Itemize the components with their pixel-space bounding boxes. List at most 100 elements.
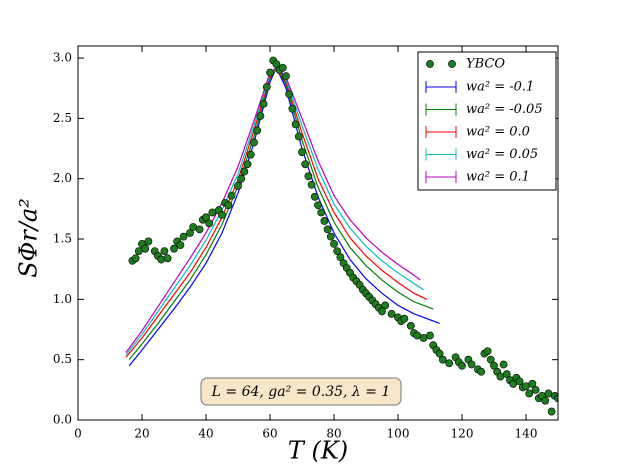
point <box>525 389 534 398</box>
point <box>163 254 172 263</box>
point <box>294 132 303 141</box>
point <box>502 370 511 379</box>
point <box>435 349 444 358</box>
point <box>320 217 329 225</box>
point <box>490 361 498 370</box>
y-tick-label: 1.5 <box>53 232 72 246</box>
point <box>250 138 258 147</box>
point <box>243 160 252 169</box>
point <box>282 72 290 81</box>
plot-frame <box>77 45 559 421</box>
x-axis-label: T (K) <box>288 437 348 465</box>
point <box>330 239 338 248</box>
point <box>195 225 204 234</box>
point <box>323 225 332 234</box>
point <box>240 167 249 176</box>
legend-label: wa² = -0.05 <box>466 102 543 117</box>
point <box>317 208 326 217</box>
point <box>406 321 415 330</box>
point <box>179 232 188 241</box>
legend-marker <box>448 60 456 68</box>
y-tick-label: 0.0 <box>53 413 72 427</box>
legend-box <box>417 51 557 191</box>
plot <box>125 56 558 416</box>
point <box>141 244 150 253</box>
x-tick-label: 0 <box>74 427 82 441</box>
point <box>400 314 409 323</box>
y-tick-label: 2.0 <box>53 171 72 185</box>
x-tick-label: 140 <box>515 427 538 441</box>
x-tick-label: 40 <box>198 427 213 441</box>
point <box>304 172 313 181</box>
point <box>272 60 281 68</box>
point <box>288 104 297 113</box>
point <box>262 83 271 91</box>
point <box>554 394 558 403</box>
point <box>314 201 322 210</box>
series-line <box>128 66 440 367</box>
point <box>131 254 140 263</box>
point <box>336 253 345 262</box>
point <box>301 160 310 169</box>
x-tick-label: 100 <box>387 427 410 441</box>
y-tick-label: 2.5 <box>53 111 72 125</box>
point <box>310 192 319 201</box>
point <box>467 360 476 369</box>
annotation: L = 64, ga² = 0.35, λ = 1 <box>211 384 391 400</box>
point <box>186 229 194 237</box>
point <box>486 355 495 364</box>
x-tick-label: 60 <box>262 427 277 441</box>
y-tick-label: 1.0 <box>53 292 72 306</box>
point <box>278 63 287 72</box>
point <box>160 247 169 255</box>
x-tick-label: 80 <box>326 427 341 441</box>
legend-marker <box>426 60 434 68</box>
point <box>438 355 447 364</box>
point <box>445 359 454 368</box>
point <box>157 255 166 264</box>
point <box>237 174 246 183</box>
y-tick-label: 0.5 <box>53 352 72 366</box>
point <box>531 385 540 394</box>
point <box>458 361 466 370</box>
point <box>326 232 335 241</box>
point <box>477 367 486 376</box>
point <box>170 244 178 253</box>
point <box>259 100 268 108</box>
point <box>246 150 255 159</box>
y-axis-label: SΦr/a² <box>15 198 43 278</box>
point <box>224 201 233 210</box>
point <box>266 68 274 77</box>
point <box>202 213 210 222</box>
point <box>234 182 242 190</box>
point <box>298 148 306 157</box>
series-line <box>128 66 434 361</box>
point <box>541 396 550 405</box>
point <box>144 237 153 246</box>
legend-label: YBCO <box>466 57 505 72</box>
legend-label: wa² = -0.1 <box>466 80 534 95</box>
point <box>528 379 537 388</box>
point <box>256 112 265 120</box>
point <box>218 211 226 219</box>
legend-label: wa² = 0.0 <box>466 125 530 140</box>
point <box>253 126 262 135</box>
point <box>227 191 236 200</box>
point <box>515 377 524 386</box>
point <box>285 90 294 99</box>
point <box>381 301 390 310</box>
point <box>205 219 214 228</box>
legend-label: wa² = 0.05 <box>466 147 538 162</box>
point <box>483 347 492 356</box>
x-tick-label: 120 <box>451 427 474 441</box>
point <box>307 180 316 189</box>
point <box>378 307 386 316</box>
annotation-box <box>200 377 402 406</box>
point <box>387 309 396 318</box>
point <box>547 407 556 416</box>
legend-label: wa² = 0.1 <box>466 170 530 185</box>
point <box>499 360 508 369</box>
point <box>291 120 300 129</box>
x-tick-label: 20 <box>134 427 149 441</box>
